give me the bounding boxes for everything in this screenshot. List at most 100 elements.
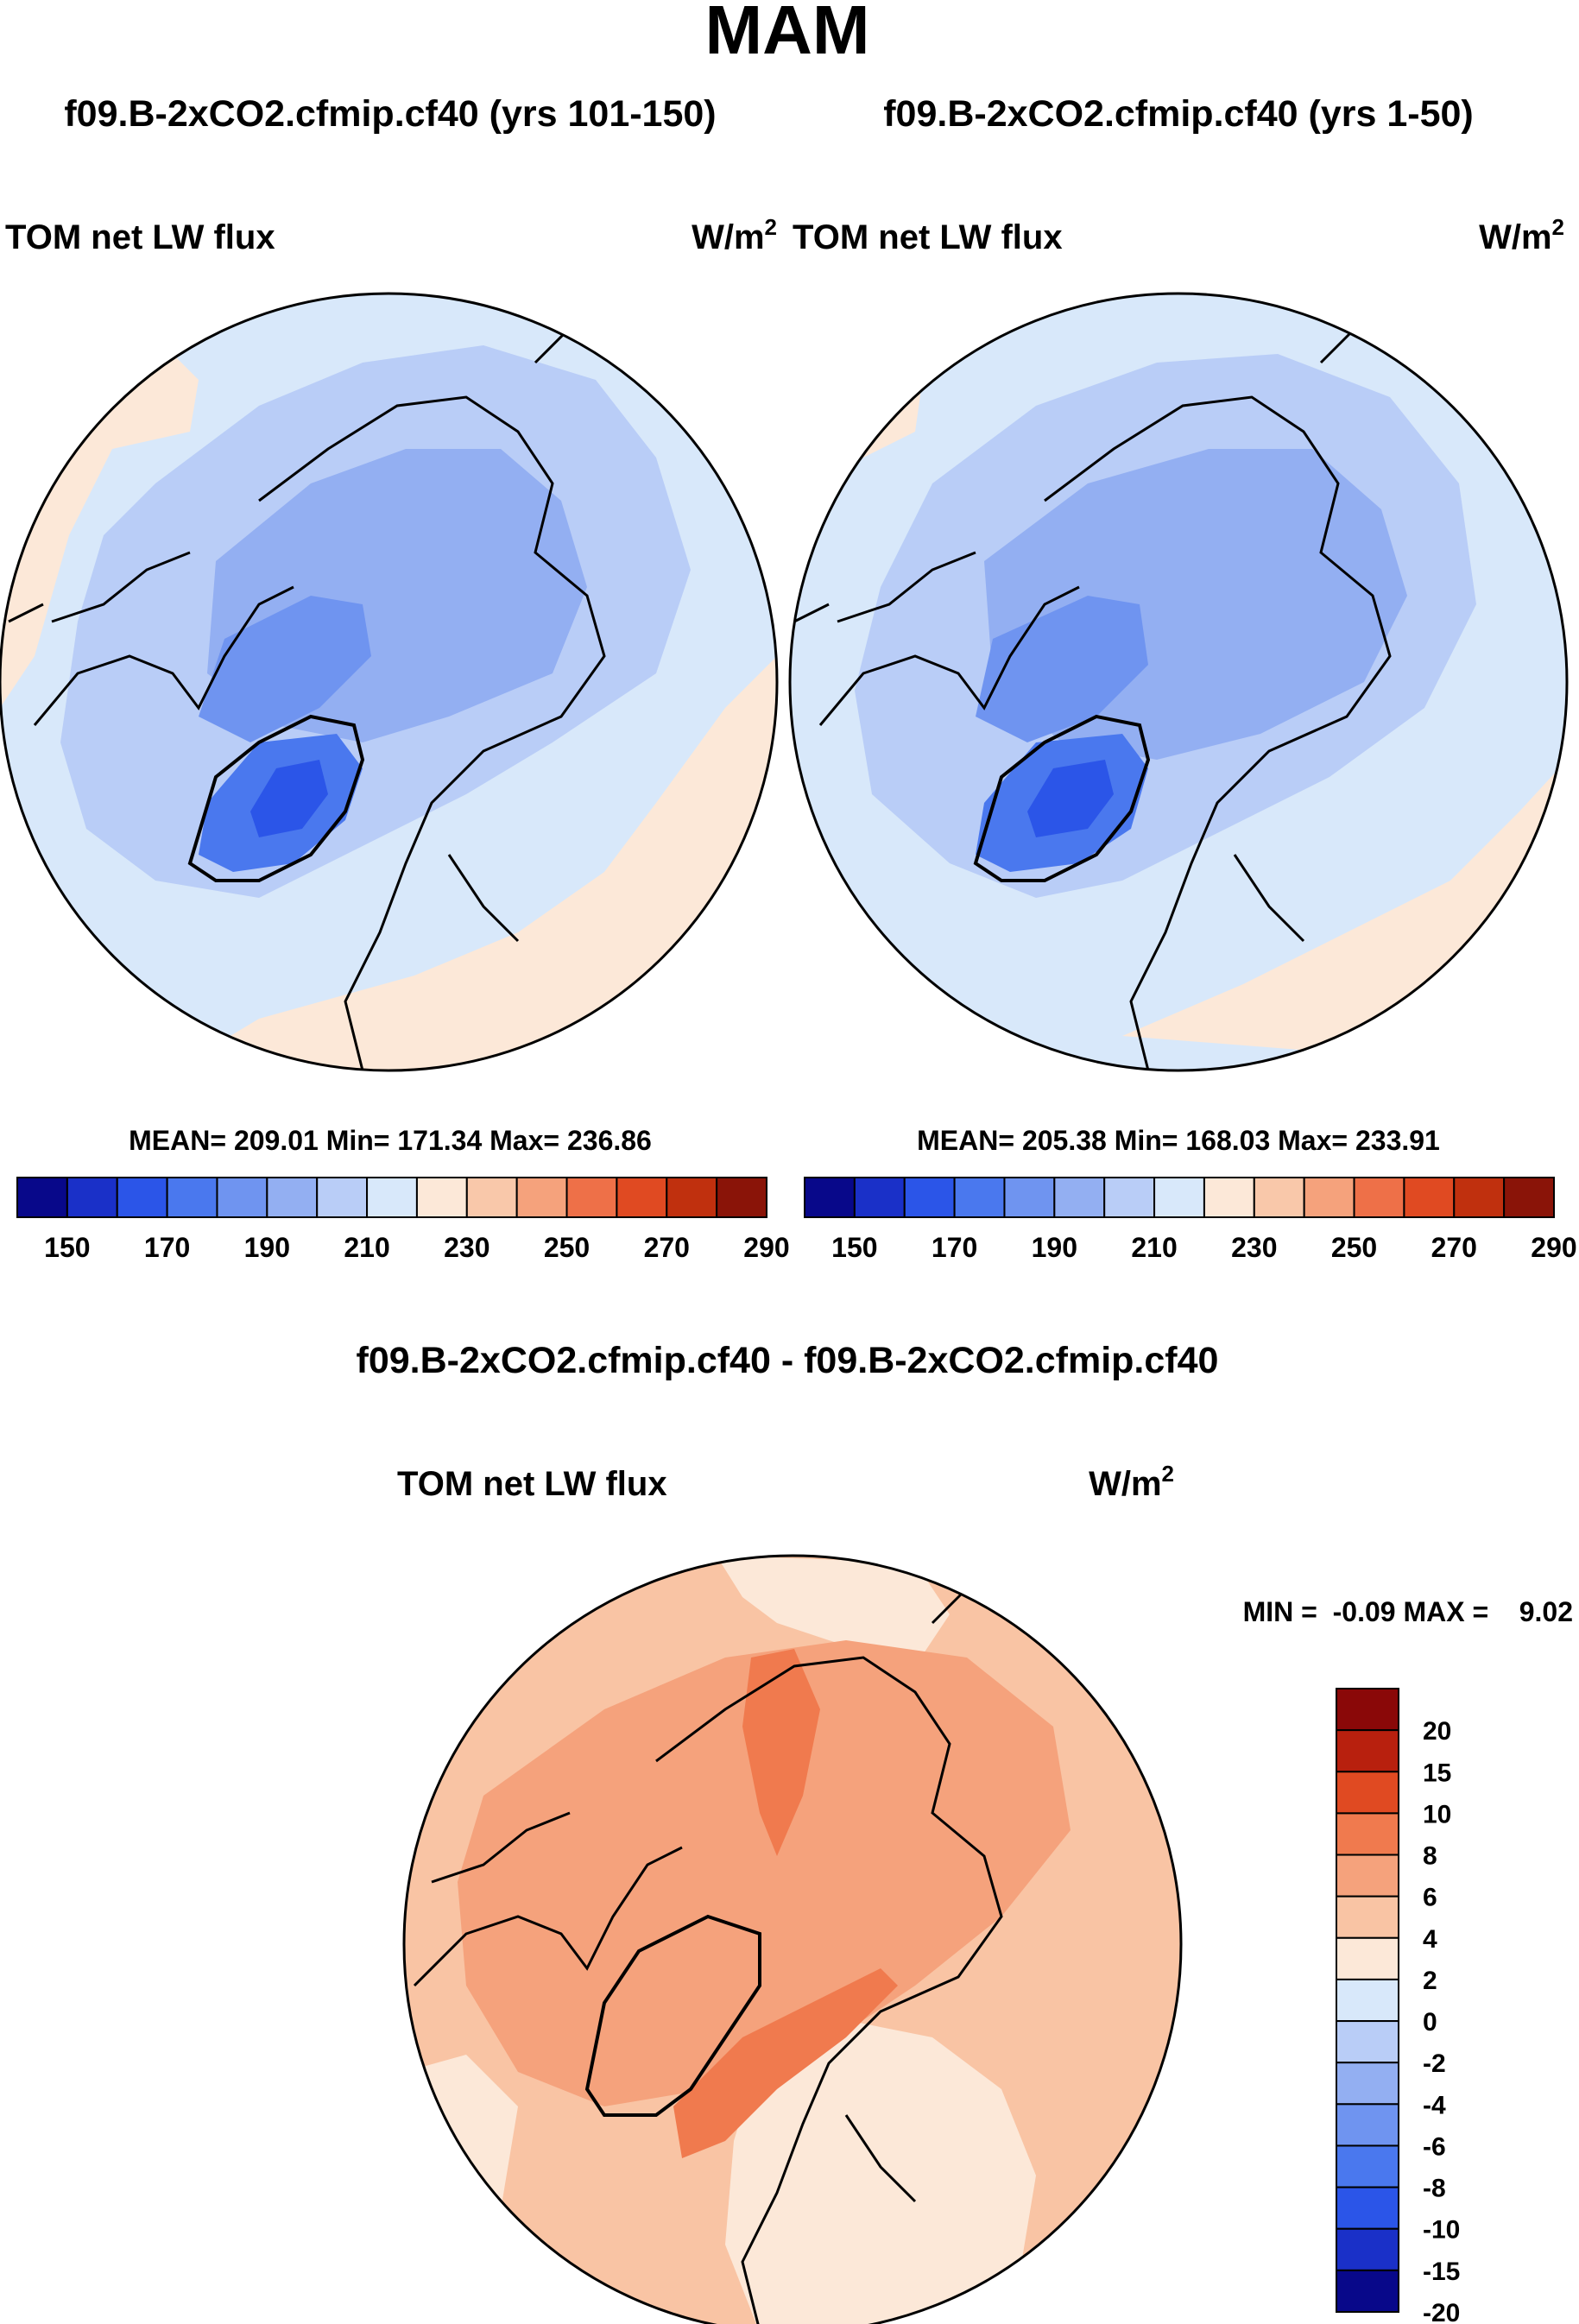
panel-c-colorbar-tick-label: 0	[1423, 2008, 1437, 2037]
panel-a-colorbar-swatch	[716, 1177, 768, 1218]
panel-c-colorbar-swatch	[1336, 1854, 1399, 1898]
panel-a-colorbar-tick-label: 150	[44, 1232, 90, 1263]
panel-a-colorbar-swatch	[216, 1177, 268, 1218]
panel-a-colorbar-swatch	[266, 1177, 319, 1218]
panel-b-colorbar-swatch	[853, 1177, 906, 1218]
panel-c-colorbar-tick-label: -8	[1423, 2175, 1446, 2203]
panel-b-colorbar-swatch	[1153, 1177, 1205, 1218]
panel-a-map-border	[0, 292, 779, 1072]
panel-b-colorbar-tick-label: 210	[1131, 1232, 1177, 1263]
panel-b-coastline-canada	[793, 551, 1080, 726]
panel-a-colorbar-tick-label: 190	[244, 1232, 290, 1263]
panel-b-colorbar-swatch	[1203, 1177, 1255, 1218]
panel-c-colorbar-swatch	[1336, 2062, 1399, 2106]
panel-c: f09.B-2xCO2.cfmip.cf40 - f09.B-2xCO2.cfm…	[357, 1340, 1573, 2324]
panel-c-colorbar-tick-label: -10	[1423, 2216, 1460, 2245]
panel-a-colorbar: 150 170 190 210 230 250 270 290	[16, 1177, 790, 1263]
panel-c-colorbar-tick-label: 10	[1423, 1800, 1451, 1828]
panel-a-colorbar-swatch	[666, 1177, 718, 1218]
panel-c-colorbar-tick-label: -20	[1423, 2299, 1460, 2324]
panel-c-colorbar-tick-label: 2	[1423, 1967, 1437, 1995]
panel-b-variable-label: TOM net LW flux	[793, 218, 1063, 256]
panel-b-colorbar-tick-label: 230	[1231, 1232, 1277, 1263]
panel-b-title: f09.B-2xCO2.cfmip.cf40 (yrs 1-50)	[883, 93, 1474, 135]
panel-a-colorbar-swatch	[316, 1177, 369, 1218]
panel-b-colorbar-tick-label: 250	[1331, 1232, 1377, 1263]
panel-a-colorbar-swatch	[465, 1177, 518, 1218]
panel-b-colorbar-swatch	[1503, 1177, 1555, 1218]
panel-b-colorbar-tick-label: 190	[1032, 1232, 1077, 1263]
panel-c-colorbar-swatch	[1336, 1978, 1399, 2023]
panel-b-colorbar-tick-label: 270	[1431, 1232, 1477, 1263]
panel-a-colorbar-swatch	[166, 1177, 218, 1218]
panel-c-warmer-patch-north	[742, 1649, 820, 1856]
panel-b-map	[790, 294, 1567, 1070]
panel-a-colorbar-swatch	[616, 1177, 668, 1218]
panel-c-colorbar-swatch	[1336, 2103, 1399, 2147]
panel-b-colorbar-swatch	[1303, 1177, 1355, 1218]
panel-a-warm-region-east	[173, 656, 777, 1070]
panel-b-colorbar: 150 170 190 210 230 250 270 290	[804, 1177, 1577, 1263]
panel-c-warm-core	[458, 1640, 1071, 2106]
panel-a-colorbar-tick-label: 250	[544, 1232, 590, 1263]
panel-c-colorbar-tick-label: 20	[1423, 1717, 1451, 1746]
panel-c-coastline-canada	[413, 1811, 683, 1987]
panel-c-colorbar-swatch	[1336, 2144, 1399, 2188]
panel-a-colorbar-swatch	[565, 1177, 618, 1218]
panel-a-colorbar-tick-label: 270	[644, 1232, 690, 1263]
panel-a-variable-label: TOM net LW flux	[5, 218, 275, 256]
panel-a-colorbar-tick-label: 290	[743, 1232, 789, 1263]
panel-c-coastline-greenland	[584, 1914, 761, 2117]
panel-c-colorbar-tick-label: -4	[1423, 2091, 1446, 2119]
panel-a-colorbar-swatch	[366, 1177, 418, 1218]
panel-c-light-region-north	[717, 1556, 950, 1666]
panel-c-colorbar-swatch	[1336, 2269, 1399, 2314]
panel-b-colorbar-tick-label: 170	[932, 1232, 977, 1263]
panel-a-stats: MEAN= 209.01 Min= 171.34 Max= 236.86	[129, 1125, 652, 1156]
panel-a-map	[0, 294, 777, 1070]
panel-b: f09.B-2xCO2.cfmip.cf40 (yrs 1-50) TOM ne…	[788, 93, 1577, 1263]
panel-c-units-label: W/m2	[1089, 1461, 1174, 1503]
panel-c-colorbar-tick-label: 6	[1423, 1884, 1437, 1912]
panel-a: f09.B-2xCO2.cfmip.cf40 (yrs 101-150) TOM…	[0, 93, 790, 1263]
panel-b-map-border	[788, 292, 1569, 1072]
panel-c-colorbar-swatch	[1336, 2186, 1399, 2230]
panel-c-colorbar-tick-label: 8	[1423, 1842, 1437, 1871]
panel-b-colder-core	[976, 596, 1148, 742]
panel-b-colorbar-swatch	[903, 1177, 956, 1218]
panel-c-stats: MIN = -0.09 MAX = 9.02	[1243, 1596, 1573, 1627]
panel-b-colorbar-swatch	[1353, 1177, 1405, 1218]
panel-b-colorbar-swatch	[804, 1177, 856, 1218]
panel-a-coastline-canada	[8, 551, 294, 726]
panel-c-map-border	[402, 1554, 1183, 2324]
panel-b-colorbar-swatch	[1453, 1177, 1506, 1218]
panel-b-colorbar-swatch	[1403, 1177, 1456, 1218]
panel-a-units-label: W/m2	[692, 214, 777, 256]
panel-a-colorbar-swatch	[415, 1177, 468, 1218]
panel-a-colorbar-tick-label: 210	[344, 1232, 389, 1263]
panel-b-colorbar-swatch	[1003, 1177, 1056, 1218]
panel-b-colorbar-swatch	[953, 1177, 1006, 1218]
panel-c-colorbar-swatch	[1336, 1936, 1399, 1980]
panel-c-colorbar-swatch	[1336, 1729, 1399, 1773]
panel-c-colorbar-swatch	[1336, 1688, 1399, 1732]
panel-c-colorbar-tick-label: -2	[1423, 2049, 1446, 2078]
panel-c-title: f09.B-2xCO2.cfmip.cf40 - f09.B-2xCO2.cfm…	[357, 1340, 1219, 1381]
panel-a-colorbar-swatch	[16, 1177, 68, 1218]
panel-c-colorbar-swatch	[1336, 2227, 1399, 2271]
panel-c-colorbar-tick-label: -6	[1423, 2132, 1446, 2161]
panel-b-colorbar-swatch	[1253, 1177, 1305, 1218]
panel-c-colorbar-tick-label: -15	[1423, 2258, 1460, 2286]
panel-b-units-label: W/m2	[1479, 214, 1564, 256]
panel-b-colorbar-tick-label: 290	[1531, 1232, 1576, 1263]
panel-a-colorbar-tick-label: 170	[144, 1232, 190, 1263]
panel-b-stats: MEAN= 205.38 Min= 168.03 Max= 233.91	[917, 1125, 1440, 1156]
panel-b-colorbar-swatch	[1103, 1177, 1156, 1218]
panel-a-colorbar-swatch	[515, 1177, 568, 1218]
panel-b-colorbar-tick-label: 150	[831, 1232, 877, 1263]
panel-a-colorbar-swatch	[66, 1177, 118, 1218]
panel-b-coastline-greenland	[973, 714, 1151, 882]
panel-c-colorbar-swatch	[1336, 1895, 1399, 1939]
